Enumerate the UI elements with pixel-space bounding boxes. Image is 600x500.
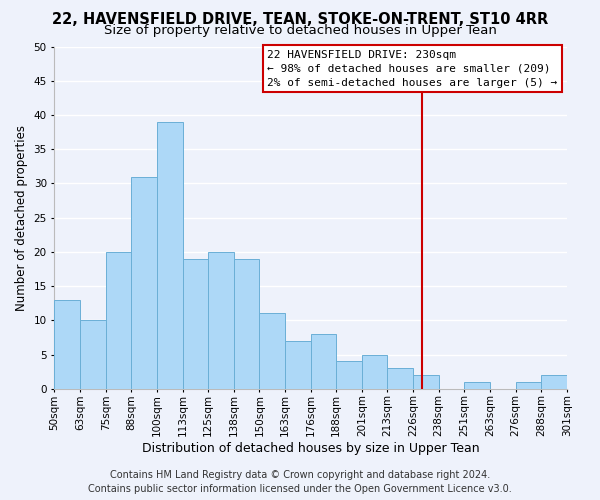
Bar [541,375,567,389]
Bar [413,375,439,389]
Bar [234,258,259,389]
Bar [285,341,311,389]
Text: 22 HAVENSFIELD DRIVE: 230sqm
← 98% of detached houses are smaller (209)
2% of se: 22 HAVENSFIELD DRIVE: 230sqm ← 98% of de… [267,50,557,88]
Bar [388,368,413,389]
Bar [106,252,131,389]
Bar [55,300,80,389]
Bar [515,382,541,389]
Bar [182,258,208,389]
Y-axis label: Number of detached properties: Number of detached properties [15,124,28,310]
X-axis label: Distribution of detached houses by size in Upper Tean: Distribution of detached houses by size … [142,442,479,455]
Bar [336,362,362,389]
Bar [80,320,106,389]
Bar [311,334,336,389]
Bar [362,354,388,389]
Bar [131,176,157,389]
Text: Size of property relative to detached houses in Upper Tean: Size of property relative to detached ho… [104,24,496,37]
Bar [464,382,490,389]
Text: Contains HM Land Registry data © Crown copyright and database right 2024.
Contai: Contains HM Land Registry data © Crown c… [88,470,512,494]
Bar [157,122,182,389]
Text: 22, HAVENSFIELD DRIVE, TEAN, STOKE-ON-TRENT, ST10 4RR: 22, HAVENSFIELD DRIVE, TEAN, STOKE-ON-TR… [52,12,548,28]
Bar [259,314,285,389]
Bar [208,252,234,389]
